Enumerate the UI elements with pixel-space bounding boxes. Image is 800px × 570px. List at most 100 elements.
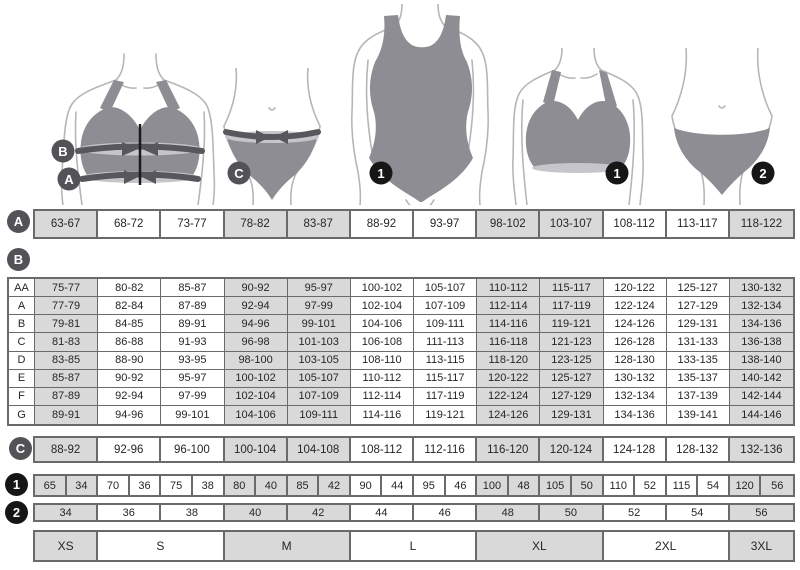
- underbust-range-cell: 118-122: [729, 211, 793, 237]
- bust-range-cell: 115-117: [414, 369, 478, 388]
- band-size-cell: 120: [729, 476, 762, 495]
- bust-range-cell: 100-102: [350, 279, 414, 298]
- panty-size-cell: 54: [667, 505, 730, 520]
- bust-range-cell: 135-137: [666, 369, 730, 388]
- hip-range-cell: 116-120: [477, 438, 541, 461]
- bust-range-cell: 92-94: [98, 387, 162, 406]
- hip-range-cell: 132-136: [729, 438, 793, 461]
- panty-size-cell: 34: [35, 505, 99, 520]
- hip-range-cell: 100-104: [224, 438, 288, 461]
- bust-range-cell: 95-97: [161, 369, 225, 388]
- bust-range-cell: 128-130: [603, 351, 667, 370]
- panty-size-cell: 42: [287, 505, 351, 520]
- panty-size-cell: 44: [351, 505, 414, 520]
- bust-range-cell: 124-126: [477, 405, 541, 424]
- bust-range-cell: 97-99: [287, 297, 351, 316]
- underbust-range-cell: 73-77: [161, 211, 225, 237]
- bust-range-cell: 92-94: [224, 297, 288, 316]
- table-c-strip: 88-92 92-96 96-100 100-104 104-108 108-112 112…: [33, 436, 795, 463]
- band-size-cell: 105: [540, 476, 572, 495]
- cup-row-label: F: [9, 387, 35, 406]
- bust-range-cell: 112-114: [477, 297, 541, 316]
- band-size-cell: 70: [98, 476, 130, 495]
- label-badge-b: B: [51, 139, 75, 163]
- bust-range-cell: 81-83: [35, 333, 99, 352]
- underbust-range-cell: 83-87: [287, 211, 351, 237]
- bust-range-cell: 97-99: [161, 387, 225, 406]
- hip-range-cell: 92-96: [98, 438, 162, 461]
- band-size-cell: 40: [256, 476, 288, 495]
- table-a-strip: 63-67 68-72 73-77 78-82 83-87 88-92 93-97 98-10…: [33, 209, 795, 239]
- table-b: AA 75-77 80-82 85-87 90-92 95-97 100-102 105-10…: [7, 277, 795, 426]
- bust-range-cell: 104-106: [224, 405, 288, 424]
- bust-range-cell: 132-134: [603, 387, 667, 406]
- hip-range-cell: 128-132: [667, 438, 730, 461]
- bust-range-cell: 111-113: [414, 333, 478, 352]
- bust-range-cell: 88-90: [98, 351, 162, 370]
- bust-range-cell: 103-105: [287, 351, 351, 370]
- band-size-cell: 50: [571, 476, 604, 495]
- bust-range-cell: 107-109: [287, 387, 351, 406]
- bust-range-cell: 119-121: [540, 315, 604, 334]
- panty-size-cell: 48: [477, 505, 541, 520]
- bust-range-cell: 107-109: [414, 297, 478, 316]
- bust-range-cell: 110-112: [477, 279, 541, 298]
- bust-range-cell: 99-101: [161, 405, 225, 424]
- bust-range-cell: 113-115: [414, 351, 478, 370]
- bust-range-cell: 116-118: [477, 333, 541, 352]
- cup-row-label: G: [9, 405, 35, 424]
- underbust-range-cell: 88-92: [351, 211, 414, 237]
- bust-range-cell: 140-142: [729, 369, 793, 388]
- bust-range-cell: 93-95: [161, 351, 225, 370]
- bust-range-cell: 83-85: [35, 351, 99, 370]
- bust-range-cell: 84-85: [98, 315, 162, 334]
- bust-range-cell: 98-100: [224, 351, 288, 370]
- size-label-cell: XL: [477, 532, 604, 560]
- label-badge-2: 2: [751, 161, 775, 185]
- cup-row-label: C: [9, 333, 35, 352]
- panty-size-cell: 50: [540, 505, 604, 520]
- underbust-range-cell: 63-67: [35, 211, 99, 237]
- bust-range-cell: 129-131: [666, 315, 730, 334]
- bust-range-cell: 101-103: [287, 333, 351, 352]
- hip-range-cell: 112-116: [414, 438, 478, 461]
- underbust-range-cell: 108-112: [604, 211, 667, 237]
- band-size-cell: 65: [35, 476, 67, 495]
- arrow-right-icon: [122, 142, 138, 156]
- badge-b-text: B: [58, 144, 67, 159]
- bust-range-cell: 109-111: [287, 405, 351, 424]
- label-badge-a: A: [57, 167, 81, 191]
- band-size-cell: 85: [287, 476, 320, 495]
- bust-range-cell: 99-101: [287, 315, 351, 334]
- bust-range-cell: 87-89: [161, 297, 225, 316]
- bust-range-cell: 130-132: [603, 369, 667, 388]
- cup-row-label: AA: [9, 279, 35, 298]
- size-label-cell: XS: [35, 532, 99, 560]
- panty-size-cell: 36: [98, 505, 162, 520]
- bust-range-cell: 105-107: [287, 369, 351, 388]
- size-label-cell: M: [224, 532, 351, 560]
- bust-range-cell: 129-131: [540, 405, 604, 424]
- band-size-cell: 36: [130, 476, 162, 495]
- badge-c-text: C: [234, 166, 244, 181]
- hip-range-cell: 88-92: [35, 438, 99, 461]
- bust-range-cell: 80-82: [98, 279, 162, 298]
- bust-range-cell: 89-91: [35, 405, 99, 424]
- panty-garment: [674, 128, 770, 195]
- hip-range-cell: 108-112: [351, 438, 414, 461]
- bust-range-cell: 109-111: [414, 315, 478, 334]
- band-size-cell: 115: [667, 476, 699, 495]
- bust-range-cell: 79-81: [35, 315, 99, 334]
- bust-range-cell: 127-129: [666, 297, 730, 316]
- row-label-2: 2: [5, 501, 28, 524]
- band-size-cell: 80: [224, 476, 257, 495]
- bust-range-cell: 137-139: [666, 387, 730, 406]
- bust-range-cell: 126-128: [603, 333, 667, 352]
- band-size-cell: 75: [161, 476, 193, 495]
- band-size-cell: 100: [477, 476, 509, 495]
- bust-range-cell: 82-84: [98, 297, 162, 316]
- bust-range-cell: 104-106: [350, 315, 414, 334]
- label-badge-1: 1: [605, 161, 629, 185]
- bust-range-cell: 96-98: [224, 333, 288, 352]
